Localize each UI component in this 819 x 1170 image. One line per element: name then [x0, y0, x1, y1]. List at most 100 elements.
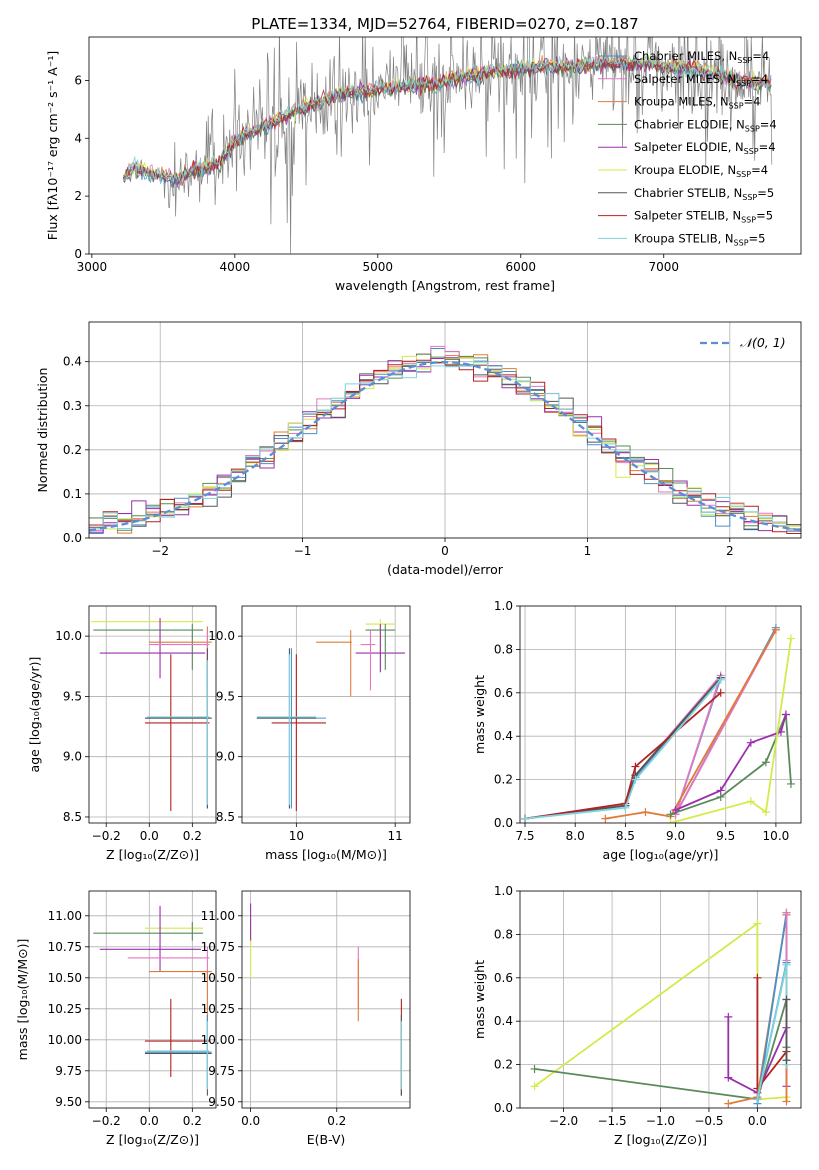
- x-tick-label: 8.0: [566, 829, 585, 843]
- legend-tail: =4: [751, 163, 768, 177]
- x-tick-label: 7000: [648, 260, 679, 274]
- y-tick-label: 9.5: [63, 689, 82, 703]
- y-tick-label: 8.5: [216, 810, 235, 824]
- x-tick-label: 2: [726, 544, 734, 558]
- x-tick-label: 4000: [220, 260, 251, 274]
- x-tick-label: −2.0: [549, 1114, 578, 1128]
- y-tick-label: 10.00: [48, 1033, 82, 1047]
- y-tick-label: 10.00: [201, 1033, 235, 1047]
- legend-tail: =4: [744, 95, 761, 109]
- plot-area: [122, 37, 773, 254]
- weight-marker-kroupa_miles: [641, 808, 650, 817]
- weight-marker-kroupa_elodie: [753, 919, 762, 928]
- legend-sub: SSP: [744, 147, 759, 156]
- axes-frame: [241, 605, 411, 824]
- weight-marker-salpeter_stelib: [716, 688, 725, 697]
- y-tick-label: 9.0: [216, 750, 235, 764]
- x-axis-label: wavelength [Angstrom, rest frame]: [335, 278, 555, 293]
- x-tick-label: 0.2: [327, 1114, 346, 1128]
- panel-weight_vs_Z: −2.0 −1.5 −1.0 −0.5 0.0 0.0 0.2 0.4 0.6 0.8 1.0 Z […: [472, 884, 802, 1147]
- legend-tail: =5: [757, 186, 774, 200]
- y-tick-label: 0.1: [63, 487, 82, 501]
- weight-marker-salpeter_elodie: [781, 710, 790, 719]
- y-tick-label: 0.2: [494, 773, 513, 787]
- weight-line-kroupa_elodie: [670, 638, 792, 823]
- panel-age_vs_mass: 10 11 8.5 9.0 9.5 10.0 mass [log₁₀(M/M⊙)]: [208, 605, 411, 862]
- plot-area: [89, 891, 216, 1108]
- weight-marker-salpeter_stelib: [631, 762, 640, 771]
- legend-text: Chabrier ELODIE, N: [634, 117, 745, 131]
- legend-label-kroupa_stelib: Kroupa STELIB, NSSP=5: [634, 231, 765, 247]
- histogram-salpeter_stelib: [89, 359, 801, 534]
- weight-marker-kroupa_miles: [601, 814, 610, 823]
- axes-frame: [519, 890, 802, 1109]
- y-tick-label: 9.50: [55, 1095, 82, 1109]
- y-tick-label: 11.00: [48, 909, 82, 923]
- legend-text: Chabrier STELIB, N: [634, 186, 742, 200]
- plot-area: [520, 606, 801, 823]
- y-tick-label: 9.75: [55, 1064, 82, 1078]
- weight-marker-chabrier_elodie: [530, 1064, 539, 1073]
- weight-line-salpeter_miles: [524, 629, 777, 820]
- weight-marker-salpeter_elodie: [716, 786, 725, 795]
- legend-label-salpeter_miles: Salpeter MILES, NSSP=4: [634, 72, 768, 88]
- axes-frame: [88, 890, 217, 1109]
- y-tick-label: 9.75: [208, 1064, 235, 1078]
- y-tick-label: 4: [74, 131, 82, 145]
- x-tick-label: 7.5: [515, 829, 534, 843]
- axes-frame: [88, 605, 217, 824]
- model-line-kroupa_stelib: [122, 54, 772, 183]
- weight-marker-kroupa_miles: [724, 1099, 733, 1108]
- legend-sub: SSP: [745, 124, 760, 133]
- y-tick-label: 9.50: [208, 1095, 235, 1109]
- weight-marker-salpeter_stelib: [753, 973, 762, 982]
- legend-sub: SSP: [734, 238, 749, 247]
- weight-marker-salpeter_elodie: [724, 1012, 733, 1021]
- y-tick-label: 8.5: [63, 810, 82, 824]
- legend-label-chabrier_elodie: Chabrier ELODIE, NSSP=4: [634, 117, 777, 133]
- y-tick-label: 1.0: [494, 884, 513, 898]
- legend-text: Kroupa MILES, N: [634, 95, 729, 109]
- y-tick-label: 0: [74, 247, 82, 261]
- y-tick-label: 0.6: [494, 971, 513, 985]
- x-tick-label: −2: [151, 544, 169, 558]
- weight-marker-kroupa_stelib: [621, 803, 630, 812]
- y-tick-label: 0.3: [63, 399, 82, 413]
- weight-line-chabrier_stelib: [524, 677, 722, 820]
- x-axis-label: E(B-V): [307, 1132, 346, 1147]
- y-tick-label: 9.5: [216, 689, 235, 703]
- weight-marker-chabrier_elodie: [786, 779, 795, 788]
- x-tick-label: −0.2: [92, 1114, 121, 1128]
- legend: 𝒩(0, 1): [700, 335, 786, 350]
- y-axis-label: mass weight: [472, 675, 487, 754]
- x-tick-label: 5000: [363, 260, 394, 274]
- panel-residuals: −2 −1 0 1 2 0.0 0.1 0.2 0.3 0.4 (data-model)/error…: [35, 321, 802, 577]
- legend-tail: =4: [760, 117, 777, 131]
- weight-marker-kroupa_elodie: [530, 1082, 539, 1091]
- x-tick-label: 0.0: [748, 1114, 767, 1128]
- x-tick-label: 10: [289, 829, 304, 843]
- x-axis-label: (data-model)/error: [387, 562, 504, 577]
- x-tick-label: 1: [584, 544, 592, 558]
- weight-marker-chabrier_elodie: [666, 810, 675, 819]
- legend-sub: SSP: [736, 170, 751, 179]
- y-tick-label: 0.4: [494, 1014, 513, 1028]
- axes-frame: [519, 605, 802, 824]
- y-tick-label: 10.75: [48, 940, 82, 954]
- legend-sub: SSP: [729, 102, 744, 111]
- x-tick-label: 6000: [506, 260, 537, 274]
- y-axis-label: age [log₁₀(age/yr)]: [27, 657, 42, 773]
- legend-tail: =5: [749, 231, 766, 245]
- weight-marker-kroupa_stelib: [631, 775, 640, 784]
- x-tick-label: −0.2: [92, 829, 121, 843]
- legend-label-chabrier_stelib: Chabrier STELIB, NSSP=5: [634, 186, 774, 202]
- y-tick-label: 0.6: [494, 686, 513, 700]
- legend-sub: SSP: [741, 216, 756, 225]
- weight-marker-salpeter_miles: [782, 908, 791, 917]
- panel-spectrum: 3000 4000 5000 6000 7000 0 2 4 6 wavelength [Angs…: [45, 36, 802, 293]
- y-tick-label: 10.25: [48, 1002, 82, 1016]
- panel-age_vs_Z: −0.2 0.0 0.2 8.5 9.0 9.5 10.0 Z [log₁₀(Z/Z⊙)] ag…: [27, 605, 217, 862]
- y-tick-label: 0.8: [494, 642, 513, 656]
